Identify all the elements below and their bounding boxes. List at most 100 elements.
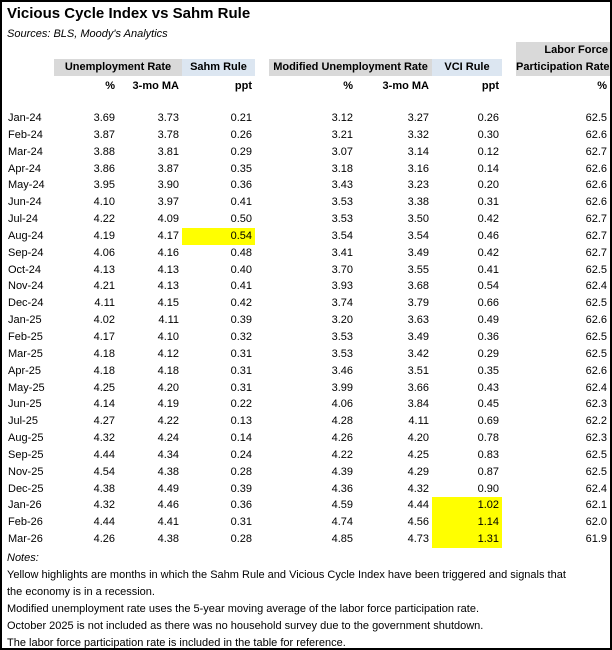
cell-ur_ma: 4.15	[157, 297, 179, 310]
cell-mur: 3.12	[331, 112, 353, 124]
cell-mur_ma: 4.56	[407, 516, 429, 529]
cell-ur: 4.21	[93, 280, 115, 293]
table-row: Aug-24 4.19 4.17 0.54 3.54 3.54 0.46 62.7	[6, 227, 610, 245]
cell-ur: 4.11	[94, 297, 115, 310]
cell-mur: 3.07	[331, 145, 353, 158]
cell-sahm: 0.54	[182, 227, 255, 245]
subheader-lfpr-pct: %	[597, 80, 607, 92]
cell-ur_ma: 4.16	[157, 246, 179, 259]
table-body: Jan-24 3.69 3.73 0.21 3.12 3.27 0.26 62.5 Feb-24…	[6, 110, 610, 548]
cell-ur_ma: 4.17	[157, 229, 179, 242]
cell-mur: 4.28	[331, 415, 353, 428]
cell-vci: 0.87	[477, 465, 499, 478]
cell-mur: 4.06	[331, 398, 353, 411]
table-row: Nov-24 4.21 4.13 0.41 3.93 3.68 0.54 62.4	[6, 278, 610, 295]
note-line: the economy is in a recession.	[7, 586, 155, 598]
cell-ur_ma: 3.81	[157, 145, 179, 158]
cell-vci: 0.43	[477, 381, 499, 394]
cell-lfpr: 62.5	[585, 330, 607, 343]
cell-month: Mar-25	[8, 347, 43, 360]
cell-mur: 4.74	[331, 516, 353, 529]
cell-ur: 4.25	[93, 381, 115, 394]
cell-ur_ma: 3.78	[157, 128, 179, 141]
cell-sahm: 0.26	[230, 128, 252, 141]
cell-lfpr: 62.7	[585, 246, 607, 259]
group-header-sahm-rule: Sahm Rule	[182, 59, 255, 76]
cell-mur_ma: 3.54	[407, 229, 429, 242]
cell-mur_ma: 3.16	[407, 162, 429, 175]
cell-mur: 3.20	[331, 314, 353, 327]
cell-vci: 0.12	[477, 145, 499, 158]
cell-vci: 0.31	[477, 196, 499, 209]
cell-vci: 1.14	[432, 514, 502, 532]
cell-mur_ma: 3.79	[407, 297, 429, 310]
cell-lfpr: 62.1	[585, 499, 607, 512]
table-row: Jan-26 4.32 4.46 0.36 4.59 4.44 1.02 62.1	[6, 497, 610, 515]
cell-sahm: 0.31	[230, 516, 252, 529]
cell-ur_ma: 3.87	[157, 162, 179, 175]
cell-ur: 3.95	[93, 179, 115, 192]
cell-mur_ma: 3.50	[407, 213, 429, 226]
cell-mur_ma: 4.29	[407, 465, 429, 478]
table-row: Dec-25 4.38 4.49 0.39 4.36 4.32 0.90 62.4	[6, 481, 610, 498]
cell-mur_ma: 3.66	[407, 381, 429, 394]
subheader-vci-ppt: ppt	[481, 80, 499, 92]
cell-ur_ma: 4.13	[157, 263, 179, 276]
note-line: The labor force participation rate is in…	[7, 637, 346, 649]
cell-mur: 3.99	[331, 381, 353, 394]
table-row: Apr-24 3.86 3.87 0.35 3.18 3.16 0.14 62.6	[6, 161, 610, 178]
table-row: Nov-25 4.54 4.38 0.28 4.39 4.29 0.87 62.5	[6, 464, 610, 481]
cell-lfpr: 62.6	[585, 364, 607, 377]
table-row: Aug-25 4.32 4.24 0.14 4.26 4.20 0.78 62.3	[6, 430, 610, 447]
cell-sahm: 0.41	[230, 280, 252, 293]
cell-vci: 0.36	[477, 330, 499, 343]
subheader-mur-pct: %	[343, 80, 353, 92]
table-row: Jun-25 4.14 4.19 0.22 4.06 3.84 0.45 62.3	[6, 396, 610, 413]
cell-sahm: 0.32	[230, 330, 252, 343]
cell-ur_ma: 4.18	[157, 364, 179, 377]
cell-mur_ma: 3.42	[407, 347, 429, 360]
cell-sahm: 0.48	[230, 246, 252, 259]
cell-lfpr: 62.7	[585, 145, 607, 158]
cell-vci: 0.20	[477, 179, 499, 192]
notes-section: Notes: Yellow highlights are months in w…	[7, 550, 609, 649]
cell-vci: 0.90	[477, 482, 499, 495]
cell-sahm: 0.40	[230, 263, 252, 276]
cell-lfpr: 62.0	[585, 516, 607, 529]
cell-mur_ma: 3.23	[407, 179, 429, 192]
cell-mur: 4.22	[331, 448, 353, 461]
cell-sahm: 0.14	[230, 432, 252, 445]
subheader-mur-3mo-ma: 3-mo MA	[382, 80, 429, 92]
cell-ur_ma: 4.49	[157, 482, 179, 495]
cell-month: Feb-24	[8, 128, 43, 141]
cell-lfpr: 62.4	[585, 381, 607, 394]
cell-sahm: 0.28	[230, 533, 252, 546]
cell-month: Aug-24	[8, 229, 44, 242]
cell-mur: 3.46	[331, 364, 353, 377]
cell-vci: 0.54	[477, 280, 499, 293]
cell-ur_ma: 4.46	[157, 499, 179, 512]
cell-mur: 3.53	[331, 347, 353, 360]
cell-ur_ma: 4.10	[157, 330, 179, 343]
cell-month: Jul-25	[8, 415, 38, 428]
cell-mur: 4.26	[331, 432, 353, 445]
cell-mur: 3.21	[331, 128, 353, 141]
cell-mur_ma: 4.11	[408, 415, 429, 428]
table-row: May-25 4.25 4.20 0.31 3.99 3.66 0.43 62.4	[6, 380, 610, 397]
table-row: Jan-24 3.69 3.73 0.21 3.12 3.27 0.26 62.5	[6, 110, 610, 127]
cell-month: Feb-25	[8, 330, 43, 343]
group-header-vci-rule: VCI Rule	[432, 59, 502, 76]
cell-mur_ma: 3.51	[407, 364, 429, 377]
cell-month: Jan-25	[8, 314, 42, 327]
cell-sahm: 0.29	[230, 145, 252, 158]
cell-month: Jun-25	[8, 398, 42, 411]
cell-ur_ma: 4.41	[157, 516, 179, 529]
cell-month: Mar-24	[8, 145, 43, 158]
cell-mur_ma: 3.84	[407, 398, 429, 411]
sources-line: Sources: BLS, Moody's Analytics	[7, 28, 168, 40]
cell-lfpr: 62.5	[585, 448, 607, 461]
cell-lfpr: 62.2	[585, 415, 607, 428]
cell-mur: 3.53	[331, 196, 353, 209]
cell-ur: 4.13	[93, 263, 115, 276]
